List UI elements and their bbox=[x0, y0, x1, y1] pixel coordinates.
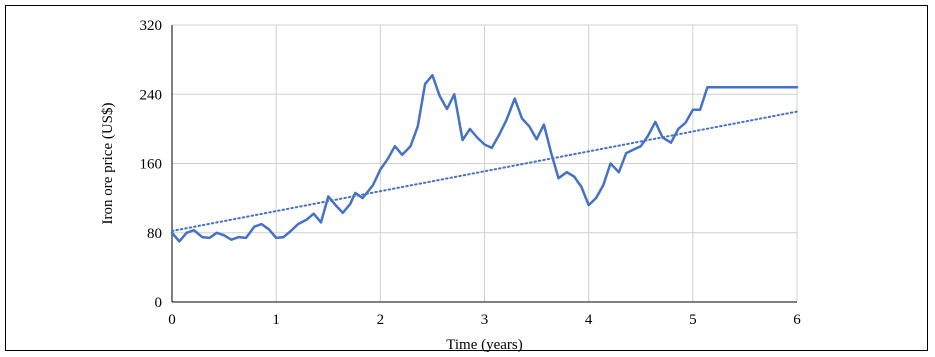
x-tick-label: 0 bbox=[168, 312, 176, 328]
x-tick-label: 6 bbox=[793, 312, 801, 328]
y-tick-label: 240 bbox=[140, 87, 163, 103]
y-tick-label: 320 bbox=[140, 18, 163, 34]
gridlines bbox=[172, 24, 798, 302]
x-axis-label: Time (years) bbox=[446, 337, 523, 353]
price-series-line bbox=[170, 73, 799, 243]
series-layer bbox=[170, 73, 799, 243]
y-tick-label: 0 bbox=[155, 295, 163, 311]
x-tick-label: 4 bbox=[585, 312, 593, 328]
y-tick-label: 80 bbox=[147, 226, 162, 242]
trendline bbox=[171, 110, 798, 232]
x-tick-label: 2 bbox=[377, 312, 385, 328]
chart-frame bbox=[5, 5, 928, 351]
y-tick-label: 160 bbox=[140, 157, 163, 173]
x-tick-label: 1 bbox=[272, 312, 280, 328]
axes bbox=[171, 25, 797, 303]
x-tick-label: 3 bbox=[481, 312, 489, 328]
tick-labels: 0 1 2 3 4 5 6 0 80 160 240 320 bbox=[140, 18, 802, 328]
x-tick-label: 5 bbox=[689, 312, 697, 328]
y-axis-label: Iron ore price (US$) bbox=[100, 102, 116, 224]
